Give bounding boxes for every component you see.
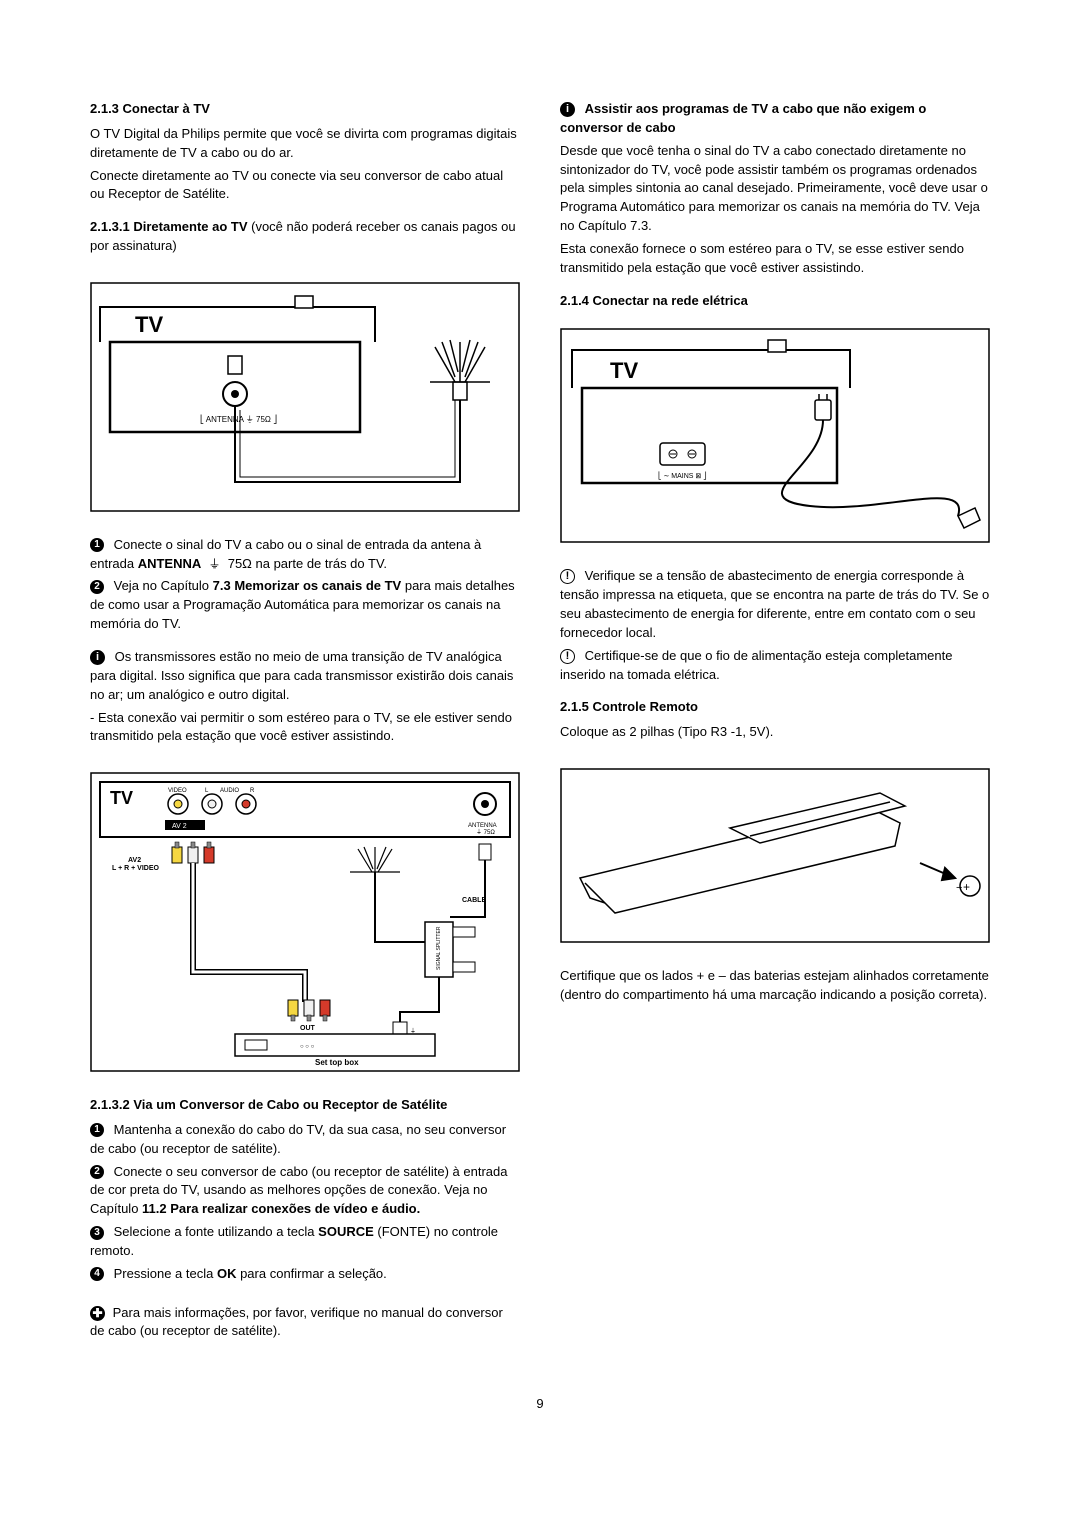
left-column: 2.1.3 Conectar à TV O TV Digital da Phil… [90,100,520,1355]
right-column: i Assistir aos programas de TV a cabo qu… [560,100,990,1355]
heading-2-1-3-1: 2.1.3.1 Diretamente ao TV (você não pode… [90,218,520,256]
svg-text:SIGNAL SPLITTER: SIGNAL SPLITTER [436,926,442,970]
sub-heading-block: 2.1.3.1 Diretamente ao TV (você não pode… [90,218,520,256]
svg-text:−: − [956,882,962,894]
page-content: 2.1.3 Conectar à TV O TV Digital da Phil… [90,100,990,1355]
via-step-4: 4 Pressione a tecla OK para confirmar a … [90,1265,520,1284]
via-step-1: 1 Mantenha a conexão do cabo do TV, da s… [90,1121,520,1159]
step-1: 1 Conecte o sinal do TV a cabo ou o sina… [90,536,520,574]
svg-text:ANTENNA: ANTENNA [468,823,497,829]
svg-text:⎣ ∼ MAINS ⊠ ⎦: ⎣ ∼ MAINS ⊠ ⎦ [658,471,707,480]
steps-block-1: 1 Conecte o sinal do TV a cabo ou o sina… [90,536,520,634]
step-1-post: 75Ω na parte de trás do TV. [228,556,387,571]
via-step-1-text: Mantenha a conexão do cabo do TV, da sua… [90,1122,506,1156]
via-step-3a: Selecione a fonte utilizando a tecla [114,1224,319,1239]
figure-set-top-box: TV VIDEO L AUDIO R AV 2 ANTENNA ⏚ 75Ω AV… [90,772,520,1072]
antenna-symbol-icon: ⏚ [201,557,227,571]
via-step-4a: Pressione a tecla [114,1266,217,1281]
info-1b: - Esta conexão vai permitir o som estére… [90,709,520,747]
svg-text:AV2: AV2 [128,857,141,864]
step-2-bold: 7.3 Memorizar os canais de TV [213,578,402,593]
svg-text:TV: TV [135,312,163,337]
svg-text:⎣ ANTENNA ⏚ 75Ω ⎦: ⎣ ANTENNA ⏚ 75Ω ⎦ [200,414,277,424]
warning-1: ! Verifique se a tensão de abastecimento… [560,567,990,642]
warning-icon: ! [560,569,575,584]
tip-block: ✚ Para mais informações, por favor, veri… [90,1304,520,1342]
svg-text:⏚ 75Ω: ⏚ 75Ω [476,829,495,836]
remote-p: Coloque as 2 pilhas (Tipo R3 -1, 5V). [560,723,990,742]
warning-1-text: Verifique se a tensão de abastecimento d… [560,568,989,640]
step-2-pre: Veja no Capítulo [114,578,213,593]
info-icon: i [560,102,575,117]
warning-2-text: Certifique-se de que o fio de alimentaçã… [560,648,952,682]
right-heading: i Assistir aos programas de TV a cabo qu… [560,100,990,138]
via-step-2b: 11.2 Para realizar conexões de vídeo e á… [142,1201,420,1216]
via-step-2: 2 Conecte o seu conversor de cabo (ou re… [90,1163,520,1220]
via-step-4c: para confirmar a seleção. [236,1266,386,1281]
svg-text:TV: TV [610,358,638,383]
svg-text:AV 2: AV 2 [172,823,187,830]
info-icon: i [90,650,105,665]
intro-p2: Conecte diretamente ao TV ou conecte via… [90,167,520,205]
heading-2-1-5: 2.1.5 Controle Remoto [560,698,990,717]
info-1: i Os transmissores estão no meio de uma … [90,648,520,705]
step-1-bold: ANTENNA [138,556,202,571]
step-2: 2 Veja no Capítulo 7.3 Memorizar os cana… [90,577,520,634]
figure-remote-batteries: + − [560,768,990,943]
remote-note-text: Certifique que os lados + e – das bateri… [560,967,990,1005]
heading-2-1-3-2: 2.1.3.2 Via um Conversor de Cabo ou Rece… [90,1096,520,1115]
figure-tv-antenna: TV ⎣ ANTENNA ⏚ 75Ω ⎦ [90,282,520,512]
svg-text:VIDEO: VIDEO [168,788,187,794]
svg-text:○ ○ ○: ○ ○ ○ [300,1044,315,1050]
heading-2-1-4: 2.1.4 Conectar na rede elétrica [560,292,990,311]
remote-note: Certifique que os lados + e – das bateri… [560,967,990,1005]
page-number: 9 [90,1395,990,1414]
svg-text:R: R [250,788,255,794]
right-p1: Desde que você tenha o sinal do TV a cab… [560,142,990,236]
figure-mains: TV ⎣ ∼ MAINS ⊠ ⎦ [560,328,990,543]
heading-2-1-3-1-bold: 2.1.3.1 Diretamente ao TV [90,219,251,234]
remote-intro: Coloque as 2 pilhas (Tipo R3 -1, 5V). [560,723,990,742]
svg-text:L + R + VIDEO: L + R + VIDEO [112,865,159,872]
tip-text: Para mais informações, por favor, verifi… [90,1305,503,1339]
tip-icon: ✚ [90,1306,105,1321]
number-2-icon: 2 [90,1165,104,1179]
warning-block: ! Verifique se a tensão de abastecimento… [560,567,990,684]
steps-block-2: 1 Mantenha a conexão do cabo do TV, da s… [90,1121,520,1284]
via-step-3: 3 Selecione a fonte utilizando a tecla S… [90,1223,520,1261]
svg-text:CABLE: CABLE [462,897,486,904]
via-step-4b: OK [217,1266,237,1281]
tip: ✚ Para mais informações, por favor, veri… [90,1304,520,1342]
number-4-icon: 4 [90,1267,104,1281]
number-1-icon: 1 [90,538,104,552]
info-block-1: i Os transmissores estão no meio de uma … [90,648,520,746]
right-h1: Assistir aos programas de TV a cabo que … [560,101,926,135]
intro-block: O TV Digital da Philips permite que você… [90,125,520,204]
svg-text:OUT: OUT [300,1025,316,1032]
heading-2-1-3: 2.1.3 Conectar à TV [90,100,520,119]
via-step-3b: SOURCE [318,1224,374,1239]
warning-icon: ! [560,649,575,664]
warning-2: ! Certifique-se de que o fio de alimenta… [560,647,990,685]
info-1-text: Os transmissores estão no meio de uma tr… [90,649,513,702]
right-p2: Esta conexão fornece o som estéreo para … [560,240,990,278]
svg-text:+: + [963,880,970,894]
right-heading-block: i Assistir aos programas de TV a cabo qu… [560,100,990,278]
svg-text:AUDIO: AUDIO [220,788,239,794]
number-3-icon: 3 [90,1226,104,1240]
number-2-icon: 2 [90,580,104,594]
number-1-icon: 1 [90,1123,104,1137]
svg-text:Set top box: Set top box [315,1058,359,1067]
svg-text:TV: TV [110,788,133,808]
intro-p1: O TV Digital da Philips permite que você… [90,125,520,163]
